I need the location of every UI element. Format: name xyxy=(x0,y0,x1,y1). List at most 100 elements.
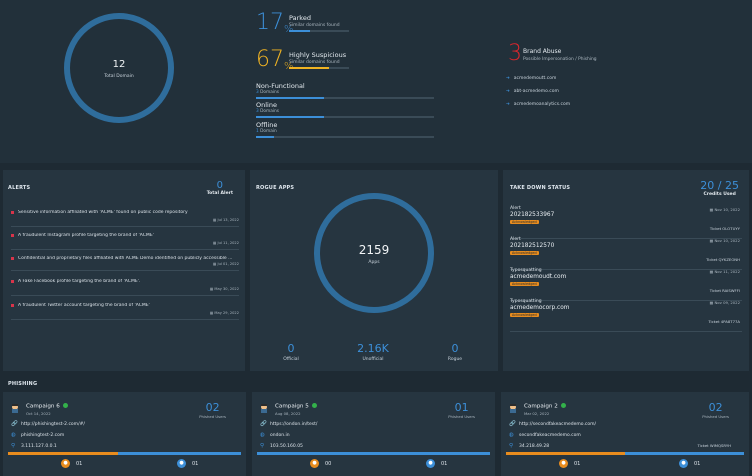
campaign-progress xyxy=(8,452,241,455)
calendar-icon: ▦ xyxy=(709,238,714,243)
hacker-avatar-icon xyxy=(510,404,516,413)
active-status-icon xyxy=(560,403,566,408)
link-icon: ➔ xyxy=(506,102,510,107)
hacker-avatar-icon xyxy=(12,404,18,413)
phished-count: 01 xyxy=(454,401,469,414)
calendar-icon: ▦ xyxy=(209,287,214,291)
suspicious-stat[interactable]: 67% Highly Suspicious Similar domains fo… xyxy=(256,49,436,78)
takedown-item[interactable]: Typosquatting acmedemoudt.com Acknowledg… xyxy=(510,268,742,301)
globe-icon: ◍ xyxy=(260,432,265,438)
non-functional-bar xyxy=(256,97,434,99)
offline-bar xyxy=(256,136,434,138)
offline-unit: Domain xyxy=(260,129,277,134)
suspicious-title: Highly Suspicious xyxy=(289,51,347,59)
rogue-apps-panel: ROGUE APPS 2159 Apps 0 Official 2.16K Un… xyxy=(250,170,498,371)
non-functional-unit: Domains xyxy=(260,90,280,95)
campaign-domain: ◍ ondon.in xyxy=(260,432,290,438)
brand-abuse[interactable]: 3 Brand Abuse Possible Impersonation / P… xyxy=(508,41,597,66)
calendar-icon: ▦ xyxy=(709,300,714,305)
total-domain-ring: 12 Total Domain xyxy=(64,13,174,123)
rogue-stat[interactable]: 0 Rogue xyxy=(447,342,463,362)
online-count: 3 xyxy=(256,109,259,114)
online-unit: Domains xyxy=(260,109,280,114)
brand-domain-item[interactable]: ➔ acmedemoutt.com xyxy=(506,76,557,81)
calendar-icon: ▦ xyxy=(209,311,214,315)
non-functional-count: 3 xyxy=(256,90,259,95)
offline-title: Offline xyxy=(256,121,278,129)
brand-abuse-count: 3 xyxy=(508,41,522,66)
alert-item[interactable]: Sensitive information affiliated with 'A… xyxy=(11,210,239,227)
phished-label: Phished Users xyxy=(448,414,475,419)
campaign-ip: ⚲ 34.218.49.28 xyxy=(509,443,550,449)
campaign-ip: ⚲ 103.50.160.05 xyxy=(260,443,303,449)
parked-sub: Similar domains found xyxy=(289,23,340,28)
online-row[interactable]: Online 3 Domains xyxy=(256,101,434,118)
suspicious-sub: Similar domains found xyxy=(289,60,340,65)
status-badge: Acknowledged xyxy=(510,313,539,317)
brand-domain-item[interactable]: ➔ abt-acmedemo.com xyxy=(506,89,559,94)
campaign-progress xyxy=(506,452,744,455)
takedown-item[interactable]: Alert 202182512570 Acknowledged ▦ Nov 10… xyxy=(510,237,742,270)
alerts-title: ALERTS xyxy=(8,185,31,191)
user-icon: ● xyxy=(177,459,186,468)
alert-item[interactable]: A fraudulent Instagram profile targeting… xyxy=(11,233,239,250)
phished-count: 02 xyxy=(708,401,723,414)
phished-label: Phished Users xyxy=(702,414,729,419)
takedown-title: TAKE DOWN STATUS xyxy=(510,185,571,191)
alert-item[interactable]: Confidential and proprietary files affil… xyxy=(11,256,239,271)
status-badge: Acknowledged xyxy=(510,220,539,224)
online-bar xyxy=(256,116,434,118)
campaign-date: Mar 02, 2022 xyxy=(524,411,550,416)
campaign-ticket: Ticket WIMQSRYH xyxy=(697,443,731,448)
campaign-name: Campaign 6 xyxy=(26,403,60,410)
brand-abuse-sub: Possible Impersonation / Phishing xyxy=(523,57,597,62)
calendar-icon: ▦ xyxy=(212,241,217,245)
location-icon: ⚲ xyxy=(260,443,265,449)
credits-used: 20 / 25 Credits Used xyxy=(700,179,739,197)
campaign-card[interactable]: Campaign 2 Mar 02, 2022 02 Phished Users … xyxy=(501,392,749,476)
campaign-url[interactable]: 🔗 http://secondfakeacmedemo.com/ xyxy=(509,421,597,427)
parked-stat[interactable]: 17% Parked Similar domains found xyxy=(256,12,436,41)
status-badge: Acknowledged xyxy=(510,282,539,286)
globe-icon: ◍ xyxy=(509,432,514,438)
phished-count: 02 xyxy=(205,401,220,414)
active-status-icon xyxy=(311,403,317,408)
phishing-title: PHISHING xyxy=(8,381,38,387)
alert-item[interactable]: A fraudulent Twitter account targeting t… xyxy=(11,303,239,320)
official-stat[interactable]: 0 Official xyxy=(283,342,299,362)
takedown-item[interactable]: Typosquatting acmedemocorp.com Acknowled… xyxy=(510,299,742,332)
campaign-card[interactable]: Campaign 5 Aug 08, 2022 01 Phished Users … xyxy=(252,392,495,476)
link-icon: 🔗 xyxy=(509,421,516,427)
phished-label: Phished Users xyxy=(199,414,226,419)
unofficial-stat[interactable]: 2.16K Unofficial xyxy=(357,342,389,362)
campaign-url[interactable]: 🔗 http://phishingtest-2.com/#/ xyxy=(11,421,85,427)
link-icon: 🔗 xyxy=(260,421,267,427)
campaign-date: Aug 08, 2022 xyxy=(275,411,301,416)
suspicious-percent: 67% xyxy=(256,47,294,73)
active-status-icon xyxy=(62,403,68,408)
campaign-date: Oct 14, 2022 xyxy=(26,411,51,416)
campaign-domain: ◍ phishingtest-2.com xyxy=(11,432,65,438)
user-icon: ● xyxy=(310,459,319,468)
campaign-name: Campaign 2 xyxy=(524,403,558,410)
total-domain-count: 12 xyxy=(112,59,126,70)
status-badge: Acknowledged xyxy=(510,251,539,255)
calendar-icon: ▦ xyxy=(709,269,714,274)
parked-percent: 17% xyxy=(256,10,294,36)
parked-bar xyxy=(289,30,349,32)
campaign-url[interactable]: 🔗 https://ondon.in/test/ xyxy=(260,421,318,427)
brand-domain-item[interactable]: ➔ acmedemoanalytics.com xyxy=(506,102,571,107)
link-icon: 🔗 xyxy=(11,421,18,427)
offline-row[interactable]: Offline 1 Domain xyxy=(256,121,434,138)
calendar-icon: ▦ xyxy=(212,218,217,222)
suspicious-bar xyxy=(289,67,349,69)
campaign-card[interactable]: Campaign 6 Oct 14, 2022 02 Phished Users … xyxy=(3,392,246,476)
globe-icon: ◍ xyxy=(11,432,16,438)
user-icon: ● xyxy=(559,459,568,468)
link-icon: ➔ xyxy=(506,76,510,81)
takedown-panel: TAKE DOWN STATUS 20 / 25 Credits Used Al… xyxy=(503,170,749,371)
alert-item[interactable]: A Fake Facebook profile targeting the br… xyxy=(11,279,239,296)
non-functional-row[interactable]: Non-Functional 3 Domains xyxy=(256,82,434,99)
apps-count: 2159 xyxy=(358,243,390,257)
takedown-item[interactable]: Alert 202182533967 Acknowledged ▦ Nov 10… xyxy=(510,206,742,239)
